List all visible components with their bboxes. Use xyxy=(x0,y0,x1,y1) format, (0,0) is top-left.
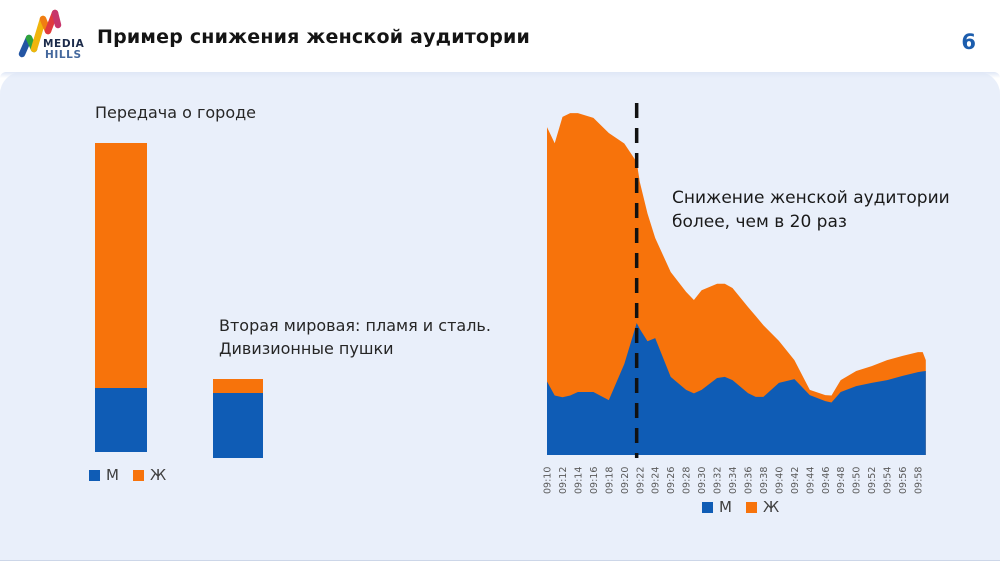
female-color-swatch-icon xyxy=(132,469,144,481)
svg-text:09:12: 09:12 xyxy=(558,467,569,494)
svg-text:09:44: 09:44 xyxy=(805,467,816,494)
bar-chart-2-title-line1: Вторая мировая: пламя и сталь. xyxy=(219,316,491,335)
svg-text:09:50: 09:50 xyxy=(852,467,863,494)
legend-female-label: Ж xyxy=(762,498,780,516)
area-chart: 09:10 09:12 09:14 09:16 09:18 09:20 09:22 09:24… xyxy=(543,103,926,494)
annotation-line2: более, чем в 20 раз xyxy=(672,212,847,232)
female-color-swatch-icon xyxy=(745,501,757,513)
page-number: 6 xyxy=(961,30,976,54)
male-color-swatch-icon xyxy=(702,501,713,513)
bar-chart-1-title: Передача о городе xyxy=(95,103,257,122)
svg-text:09:48: 09:48 xyxy=(836,467,847,494)
svg-text:09:18: 09:18 xyxy=(604,467,615,494)
svg-text:09:14: 09:14 xyxy=(573,467,584,494)
slide-body: Передача о городе М Ж Вторая мировая: пл… xyxy=(0,72,1000,561)
area-chart-legend: М Ж xyxy=(702,498,779,516)
svg-text:09:52: 09:52 xyxy=(867,467,878,494)
area-chart-annotation: Снижение женской аудитории более, чем в … xyxy=(672,186,950,234)
svg-text:09:16: 09:16 xyxy=(589,467,600,494)
page-title: Пример снижения женской аудитории xyxy=(97,26,531,48)
svg-text:09:38: 09:38 xyxy=(759,467,770,494)
legend-item-male: М xyxy=(89,466,119,484)
legend-item-female: Ж xyxy=(745,498,780,516)
svg-text:09:36: 09:36 xyxy=(744,467,755,494)
male-color-swatch-icon xyxy=(89,469,100,481)
svg-text:09:42: 09:42 xyxy=(790,467,801,494)
bar-chart-2 xyxy=(213,379,263,458)
svg-text:09:24: 09:24 xyxy=(651,467,662,494)
svg-text:09:22: 09:22 xyxy=(635,467,646,494)
media-hills-logo: MEDIA HILLS xyxy=(18,9,85,61)
svg-text:09:54: 09:54 xyxy=(883,467,894,494)
legend-female-label: Ж xyxy=(149,466,167,484)
legend-item-male: М xyxy=(702,498,732,516)
legend-item-female: Ж xyxy=(132,466,167,484)
bar-2-male-segment xyxy=(213,392,263,458)
logo-text-hills: HILLS xyxy=(45,49,82,61)
svg-text:09:46: 09:46 xyxy=(821,467,832,494)
svg-text:09:10: 09:10 xyxy=(543,467,554,494)
bar-chart-2-title-line2: Дивизионные пушки xyxy=(219,339,394,358)
svg-text:09:28: 09:28 xyxy=(682,467,693,494)
slide-header: MEDIA HILLS Пример снижения женской ауди… xyxy=(0,0,1000,72)
logo-text-media: MEDIA xyxy=(43,38,85,50)
legend-male-label: М xyxy=(719,498,732,516)
svg-text:09:34: 09:34 xyxy=(728,467,739,494)
bar-1-male-segment xyxy=(95,388,147,452)
bar-1-female-segment xyxy=(95,143,147,388)
svg-text:09:58: 09:58 xyxy=(914,467,925,494)
svg-text:09:26: 09:26 xyxy=(666,467,677,494)
bar-chart-legend: М Ж xyxy=(89,466,166,484)
logo-zigzag-icon xyxy=(18,9,62,58)
bar-chart-2-title: Вторая мировая: пламя и сталь. Дивизионн… xyxy=(219,314,491,360)
annotation-line1: Снижение женской аудитории xyxy=(672,188,950,208)
svg-text:09:20: 09:20 xyxy=(620,467,631,494)
svg-text:09:30: 09:30 xyxy=(697,467,708,494)
legend-male-label: М xyxy=(106,466,119,484)
svg-text:09:40: 09:40 xyxy=(774,467,785,494)
svg-text:09:56: 09:56 xyxy=(898,467,909,494)
svg-text:09:32: 09:32 xyxy=(713,467,724,494)
bar-chart-1 xyxy=(95,143,147,452)
bar-2-female-segment xyxy=(213,379,263,393)
